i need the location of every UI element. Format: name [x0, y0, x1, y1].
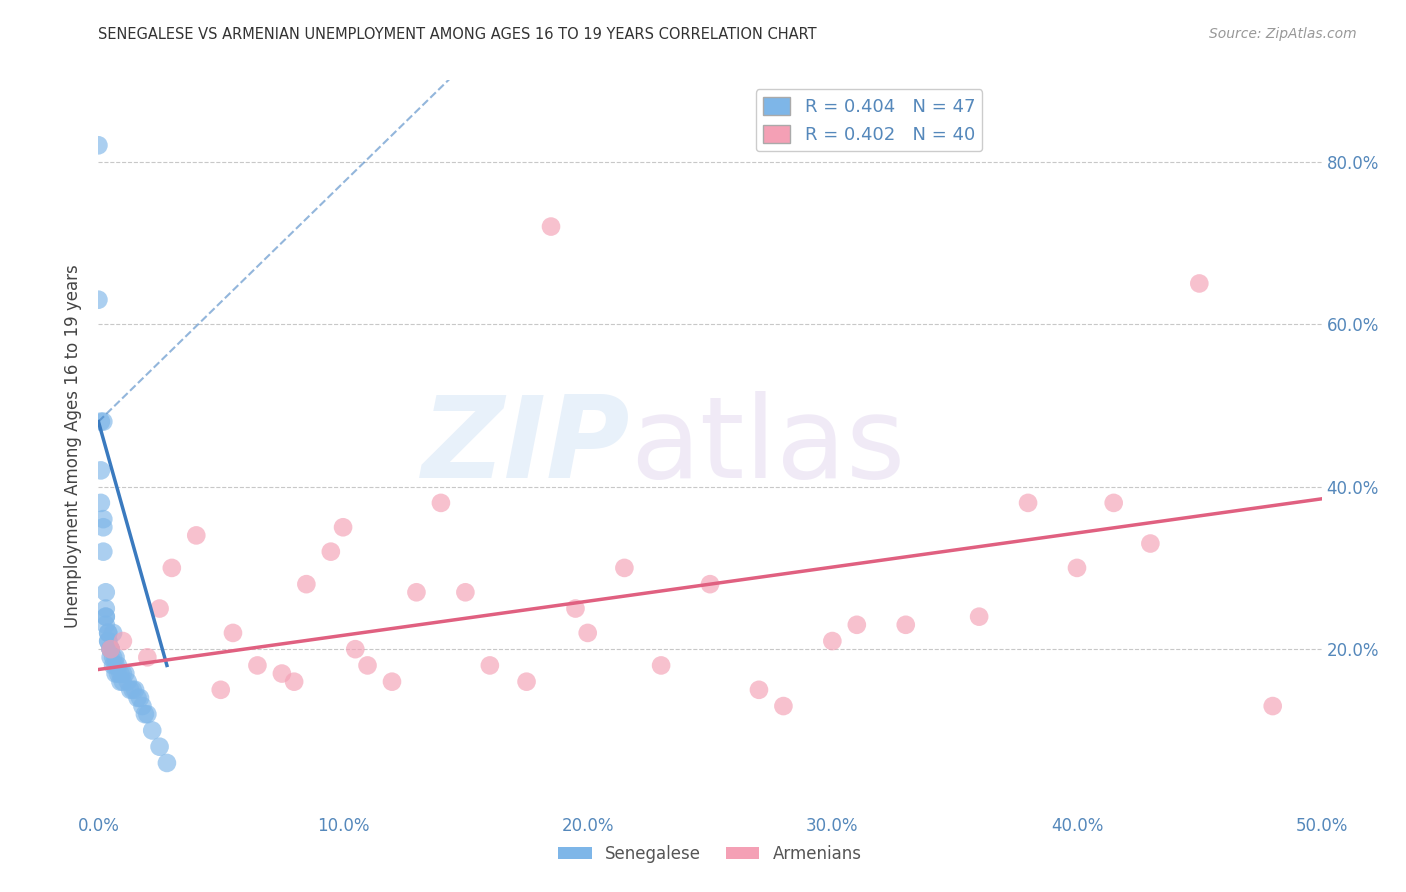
Point — [356, 658, 378, 673]
Point — [156, 756, 179, 770]
Point — [97, 626, 120, 640]
Point — [1139, 536, 1161, 550]
Point — [160, 561, 183, 575]
Point — [134, 707, 156, 722]
Point — [94, 585, 117, 599]
Point — [650, 658, 672, 673]
Point — [576, 626, 599, 640]
Point — [91, 544, 114, 558]
Point — [540, 219, 562, 234]
Point — [821, 634, 844, 648]
Point — [91, 520, 114, 534]
Point — [131, 699, 153, 714]
Point — [894, 617, 917, 632]
Point — [101, 626, 124, 640]
Point — [94, 601, 117, 615]
Point — [136, 650, 159, 665]
Point — [127, 690, 149, 705]
Point — [100, 642, 122, 657]
Point — [748, 682, 770, 697]
Point — [87, 293, 110, 307]
Point — [1102, 496, 1125, 510]
Point — [104, 650, 127, 665]
Point — [101, 650, 124, 665]
Point — [111, 634, 134, 648]
Point — [120, 682, 142, 697]
Point — [1261, 699, 1284, 714]
Text: SENEGALESE VS ARMENIAN UNEMPLOYMENT AMONG AGES 16 TO 19 YEARS CORRELATION CHART: SENEGALESE VS ARMENIAN UNEMPLOYMENT AMON… — [98, 27, 817, 42]
Point — [967, 609, 990, 624]
Point — [97, 634, 120, 648]
Text: Source: ZipAtlas.com: Source: ZipAtlas.com — [1209, 27, 1357, 41]
Legend: Senegalese, Armenians: Senegalese, Armenians — [551, 838, 869, 869]
Point — [564, 601, 586, 615]
Point — [100, 642, 122, 657]
Point — [97, 634, 120, 648]
Point — [94, 609, 117, 624]
Point — [149, 601, 172, 615]
Point — [222, 626, 245, 640]
Point — [344, 642, 367, 657]
Point — [136, 707, 159, 722]
Point — [121, 682, 143, 697]
Y-axis label: Unemployment Among Ages 16 to 19 years: Unemployment Among Ages 16 to 19 years — [65, 264, 83, 628]
Point — [515, 674, 537, 689]
Point — [87, 138, 110, 153]
Point — [381, 674, 404, 689]
Point — [111, 666, 134, 681]
Point — [141, 723, 163, 738]
Point — [186, 528, 208, 542]
Point — [405, 585, 427, 599]
Point — [104, 658, 127, 673]
Point — [110, 674, 132, 689]
Point — [246, 658, 269, 673]
Point — [124, 682, 146, 697]
Point — [100, 642, 122, 657]
Point — [104, 666, 127, 681]
Point — [332, 520, 354, 534]
Point — [319, 544, 342, 558]
Point — [430, 496, 453, 510]
Point — [97, 626, 120, 640]
Point — [94, 609, 117, 624]
Point — [1188, 277, 1211, 291]
Point — [90, 415, 112, 429]
Point — [149, 739, 172, 754]
Point — [129, 690, 152, 705]
Point — [845, 617, 868, 632]
Point — [90, 463, 112, 477]
Point — [1066, 561, 1088, 575]
Point — [107, 666, 129, 681]
Point — [111, 674, 134, 689]
Point — [295, 577, 318, 591]
Text: ZIP: ZIP — [422, 391, 630, 501]
Point — [91, 415, 114, 429]
Point — [699, 577, 721, 591]
Point — [101, 658, 124, 673]
Point — [209, 682, 232, 697]
Point — [1017, 496, 1039, 510]
Point — [270, 666, 294, 681]
Point — [94, 617, 117, 632]
Point — [100, 650, 122, 665]
Point — [772, 699, 794, 714]
Point — [90, 496, 112, 510]
Point — [91, 512, 114, 526]
Point — [613, 561, 636, 575]
Text: atlas: atlas — [630, 391, 905, 501]
Point — [117, 674, 139, 689]
Point — [283, 674, 305, 689]
Point — [454, 585, 477, 599]
Point — [110, 666, 132, 681]
Point — [114, 666, 136, 681]
Point — [478, 658, 501, 673]
Point — [100, 642, 122, 657]
Point — [107, 658, 129, 673]
